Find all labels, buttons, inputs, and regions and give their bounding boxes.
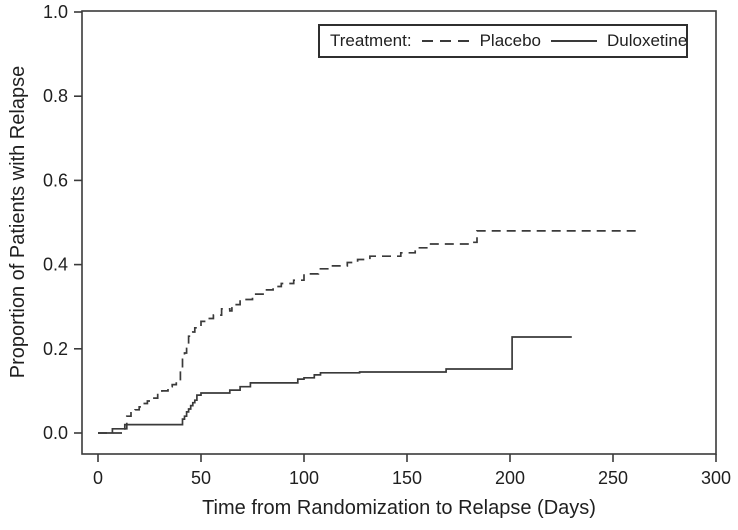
x-tick-label: 100: [289, 468, 319, 488]
x-axis-title: Time from Randomization to Relapse (Days…: [202, 497, 596, 519]
x-tick-label: 250: [598, 468, 628, 488]
x-tick-label: 200: [495, 468, 525, 488]
dashed-line-sample-icon: [421, 40, 470, 42]
axis-ticks: 0 50 100 150 200 250 300 0.0 0.2 0.4 0.6 0.8 1.0: [43, 2, 731, 488]
x-tick-label: 50: [191, 468, 211, 488]
x-tick-label: 150: [392, 468, 422, 488]
y-tick-label: 0.2: [43, 339, 68, 359]
duloxetine-curve: [98, 336, 572, 434]
legend-title: Treatment:: [330, 31, 412, 50]
legend-label-duloxetine: Duloxetine: [607, 31, 688, 50]
solid-line-sample-icon: [551, 40, 598, 42]
y-tick-label: 0.8: [43, 86, 68, 106]
x-tick-label: 0: [93, 468, 103, 488]
y-tick-label: 1.0: [43, 2, 68, 22]
y-axis-title: Proportion of Patients with Relapse: [7, 66, 29, 378]
legend-box: Treatment: Placebo Duloxetine: [318, 24, 688, 58]
y-tick-label: 0.6: [43, 170, 68, 190]
plot-frame: [81, 10, 717, 455]
plot-frame-rect: [81, 10, 717, 455]
y-tick-label: 0.0: [43, 423, 68, 443]
legend-label-placebo: Placebo: [479, 31, 542, 50]
curves: [98, 230, 636, 434]
x-tick-label: 300: [701, 468, 731, 488]
placebo-curve: [98, 230, 636, 434]
y-tick-label: 0.4: [43, 255, 68, 275]
